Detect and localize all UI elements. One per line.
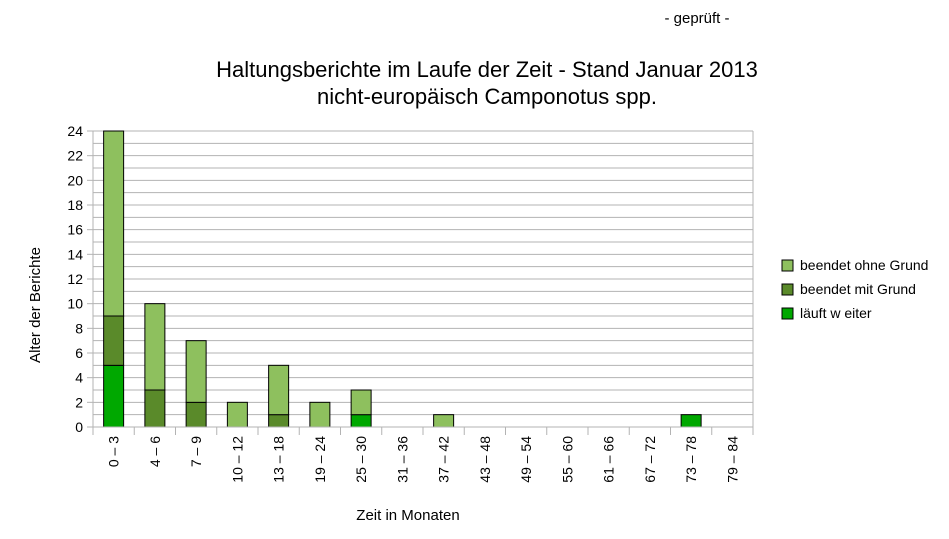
y-tick-label: 22 [67, 148, 83, 164]
y-tick-label: 24 [67, 123, 83, 139]
bar-segment [103, 315, 125, 366]
y-tick-label: 2 [75, 394, 83, 410]
chart-title: Haltungsberichte im Laufe der Zeit - Sta… [216, 57, 758, 82]
bars [103, 130, 702, 428]
chart-subtitle: nicht-europäisch Camponotus spp. [317, 84, 657, 109]
legend-label: beendet mit Grund [800, 281, 916, 297]
bar-segment [226, 401, 248, 428]
x-tick-label: 4 – 6 [147, 436, 163, 467]
x-tick-label: 43 – 48 [477, 436, 493, 483]
legend-swatch [781, 283, 794, 296]
legend: beendet ohne Grund beendet mit Grund läuft… [781, 257, 928, 321]
y-tick-label: 20 [67, 172, 83, 188]
y-tick-label: 0 [75, 419, 83, 435]
y-tick-label: 12 [67, 271, 83, 287]
bar-segment [103, 364, 125, 428]
bar-segment [680, 414, 702, 428]
bar-segment [144, 389, 166, 428]
y-tick-label: 8 [75, 320, 83, 336]
y-axis-label: Alter der Berichte [27, 247, 44, 363]
x-tick-label: 49 – 54 [518, 436, 534, 483]
legend-swatch [781, 259, 794, 272]
bar-segment [185, 340, 207, 403]
y-tick-label: 4 [75, 370, 83, 386]
x-tick-label: 67 – 72 [642, 436, 658, 483]
legend-swatch [781, 307, 794, 320]
legend-label: beendet ohne Grund [800, 257, 928, 273]
bar-segment [350, 389, 372, 416]
y-tick-label: 18 [67, 197, 83, 213]
bar-segment [309, 401, 331, 428]
x-tick-label: 10 – 12 [229, 436, 245, 483]
x-tick-label: 0 – 3 [106, 436, 122, 467]
x-tick-label: 19 – 24 [312, 436, 328, 483]
x-tick-label: 79 – 84 [724, 436, 740, 483]
x-tick-label: 55 – 60 [559, 436, 575, 483]
y-tick-label: 10 [67, 296, 83, 312]
bar-segment [144, 303, 166, 391]
y-tick-label: 16 [67, 222, 83, 238]
x-axis-label: Zeit in Monaten [356, 507, 459, 524]
y-tick-label: 14 [67, 246, 83, 262]
x-tick-label: 61 – 66 [601, 436, 617, 483]
bar-segment [185, 401, 207, 428]
x-tick-label: 13 – 18 [271, 436, 287, 483]
x-tick-label: 73 – 78 [683, 436, 699, 483]
bar-segment [268, 364, 290, 416]
bar-segment [268, 414, 290, 428]
legend-label: läuft w eiter [800, 305, 872, 321]
bar-segment [103, 130, 125, 317]
review-stamp: - geprüft - [664, 10, 729, 27]
x-tick-label: 31 – 36 [394, 436, 410, 483]
y-tick-label: 6 [75, 345, 83, 361]
x-tick-label: 7 – 9 [188, 436, 204, 467]
bar-segment [350, 414, 372, 428]
x-tick-label: 25 – 30 [353, 436, 369, 483]
x-tick-label: 37 – 42 [436, 436, 452, 483]
bar-segment [433, 414, 455, 428]
